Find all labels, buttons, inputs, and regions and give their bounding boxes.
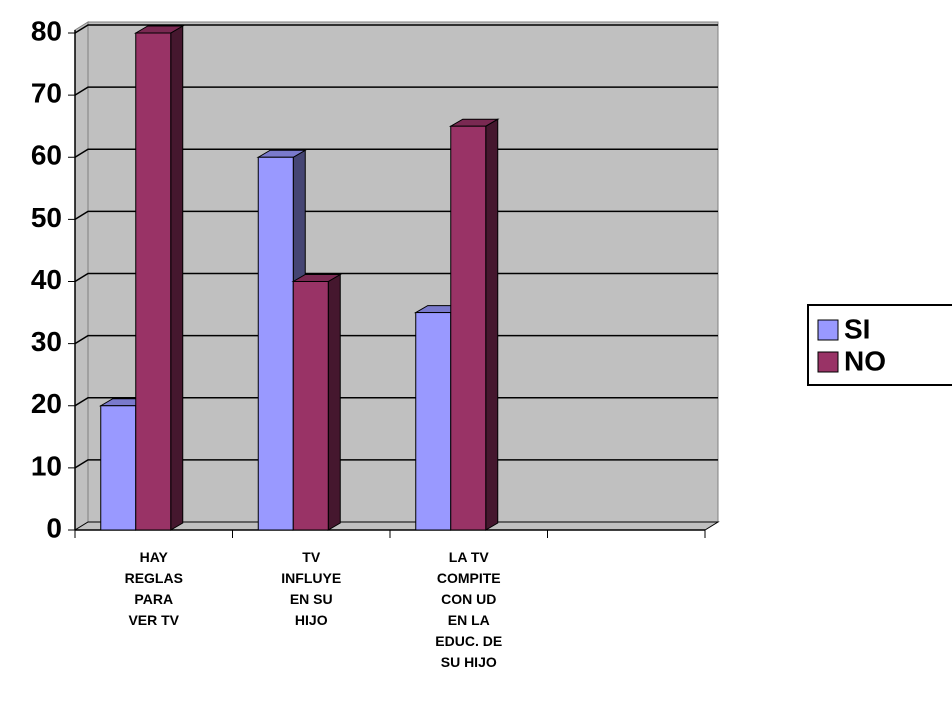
legend-label: NO — [844, 345, 886, 376]
bar — [100, 405, 137, 531]
grid-line — [74, 459, 718, 469]
grid-line — [74, 148, 718, 158]
grid-line — [74, 24, 718, 34]
bar — [415, 312, 452, 531]
y-tick-label: 60 — [31, 140, 62, 171]
y-tick-label: 40 — [31, 264, 62, 295]
bar — [257, 156, 294, 531]
grid-line — [74, 272, 718, 283]
y-tick-label: 10 — [31, 450, 62, 481]
bar — [135, 32, 172, 531]
x-tick-label: TV INFLUYE EN SU HIJO — [281, 549, 342, 628]
x-tick-label: LA TV COMPITE CON UD EN LA EDUC. DE SU H… — [435, 549, 503, 670]
grid-line — [74, 397, 718, 407]
side-wall — [74, 21, 89, 531]
bar-side — [170, 25, 184, 531]
y-tick-label: 80 — [31, 15, 62, 46]
grid-line — [74, 86, 718, 96]
bar — [292, 281, 329, 531]
bar-side — [327, 273, 341, 531]
bar-side — [485, 118, 499, 531]
grid-line — [74, 334, 718, 345]
y-tick-label: 20 — [31, 388, 62, 419]
grid-line — [74, 210, 718, 221]
bar — [450, 125, 487, 531]
y-tick-label: 0 — [46, 512, 62, 543]
y-tick-label: 50 — [31, 202, 62, 233]
y-tick-label: 70 — [31, 78, 62, 109]
legend-swatch — [817, 351, 839, 373]
legend-label: SI — [844, 313, 870, 344]
legend-swatch — [817, 319, 839, 341]
x-tick-label: HAY REGLAS PARA VER TV — [124, 549, 183, 628]
y-tick-label: 30 — [31, 326, 62, 357]
